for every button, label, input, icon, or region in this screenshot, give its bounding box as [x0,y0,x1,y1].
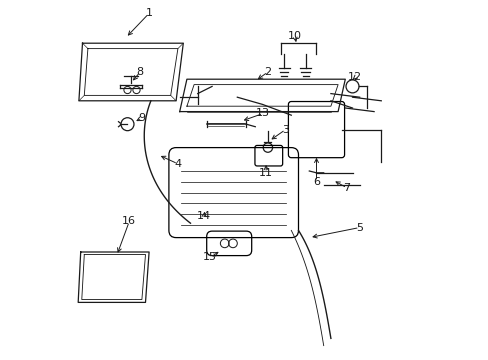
Text: 15: 15 [203,252,217,262]
Text: 1: 1 [145,8,152,18]
Text: 6: 6 [312,177,319,187]
Text: 7: 7 [343,183,350,193]
Text: 10: 10 [287,31,301,41]
Text: 4: 4 [174,159,181,169]
Text: 8: 8 [136,67,143,77]
Text: 11: 11 [259,168,272,178]
Text: 2: 2 [264,67,271,77]
Text: 5: 5 [355,222,363,233]
Text: 12: 12 [347,72,362,82]
Text: 16: 16 [122,216,136,226]
Text: 13: 13 [256,108,270,118]
Text: 9: 9 [138,113,145,123]
Text: 14: 14 [197,211,211,221]
Text: 3: 3 [282,125,288,135]
